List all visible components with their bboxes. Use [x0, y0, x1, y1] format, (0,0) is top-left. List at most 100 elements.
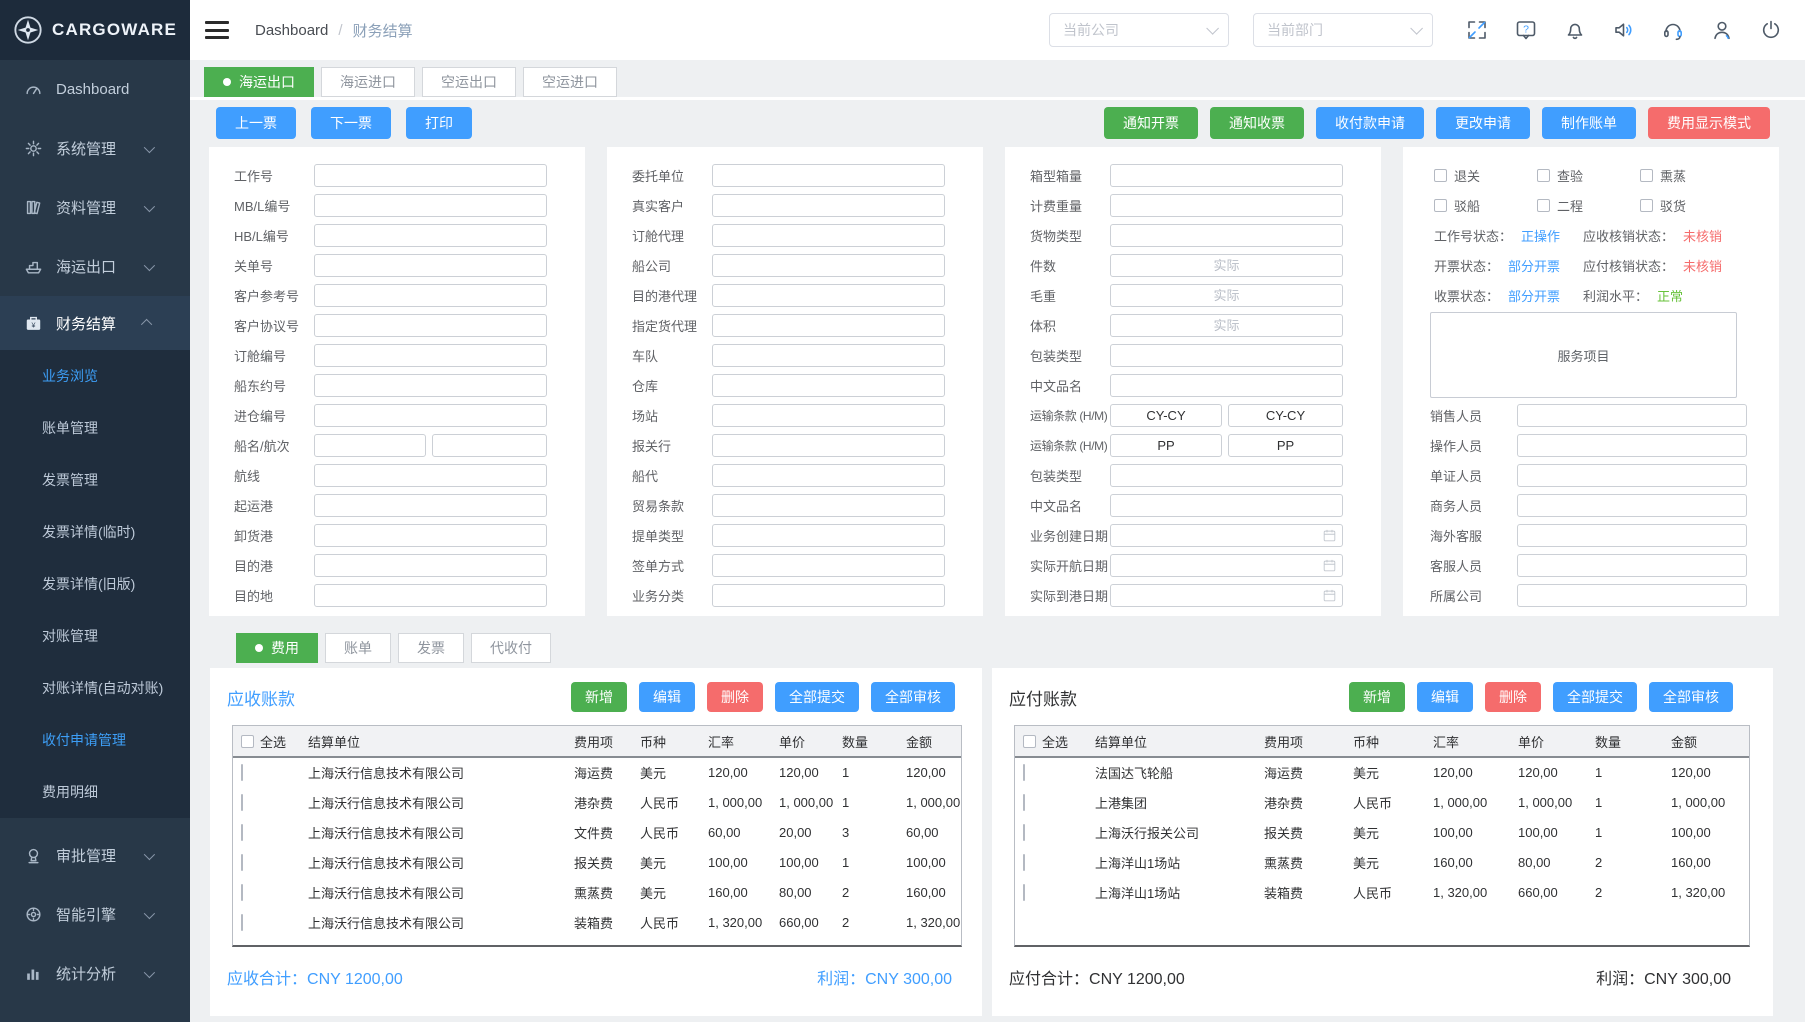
row-checkbox[interactable]	[241, 764, 243, 781]
checkbox-icon[interactable]	[1640, 198, 1653, 212]
receivable-audit-all-button[interactable]: 全部审核	[871, 682, 955, 712]
field-input[interactable]	[1110, 163, 1343, 187]
field-input[interactable]	[314, 373, 547, 397]
tab-invoices[interactable]: 发票	[398, 633, 464, 663]
sidebar-item-system[interactable]: 系统管理	[0, 119, 190, 178]
notify-receipt-button[interactable]: 通知收票	[1210, 107, 1304, 139]
field-input[interactable]	[712, 283, 945, 307]
checkbox-second-leg[interactable]: 二程	[1537, 196, 1640, 215]
personnel-input[interactable]	[1517, 433, 1747, 457]
sidebar-item-approval[interactable]: 审批管理	[0, 826, 190, 885]
sidebar-item-statistics[interactable]: 统计分析	[0, 944, 190, 1003]
payable-delete-button[interactable]: 删除	[1485, 682, 1541, 712]
payment-request-button[interactable]: 收付款申请	[1316, 107, 1424, 139]
select-all-checkbox[interactable]	[1023, 734, 1036, 748]
checkbox-icon[interactable]	[1537, 168, 1550, 182]
create-date-input[interactable]	[1110, 523, 1343, 547]
row-checkbox[interactable]	[1023, 793, 1025, 811]
field-input[interactable]	[314, 343, 547, 367]
row-checkbox[interactable]	[1023, 853, 1025, 871]
row-checkbox[interactable]	[1023, 823, 1025, 841]
payment-terms-input[interactable]	[1110, 433, 1222, 457]
field-input[interactable]	[314, 493, 547, 517]
fullscreen-icon[interactable]	[1465, 18, 1489, 42]
voyage-input[interactable]	[432, 433, 547, 457]
tab-bills[interactable]: 账单	[325, 633, 391, 663]
company-select[interactable]: 当前公司	[1049, 13, 1229, 47]
field-input[interactable]	[712, 223, 945, 247]
field-input[interactable]	[1110, 343, 1343, 367]
etd-date-input[interactable]	[1110, 553, 1343, 577]
change-request-button[interactable]: 更改申请	[1436, 107, 1530, 139]
field-input[interactable]	[314, 583, 547, 607]
personnel-input[interactable]	[1517, 403, 1747, 427]
notification-bell-icon[interactable]	[1563, 18, 1587, 42]
field-input[interactable]	[712, 553, 945, 577]
tab-sea-export[interactable]: 海运出口	[204, 67, 314, 97]
submenu-item-business-browse[interactable]: 业务浏览	[42, 368, 98, 384]
sidebar-item-dashboard[interactable]: Dashboard	[0, 60, 190, 119]
checkbox-cargo-reject[interactable]: 驳货	[1640, 196, 1743, 215]
tab-air-export[interactable]: 空运出口	[422, 67, 516, 97]
submenu-item-reconciliation-auto[interactable]: 对账详情(自动对账)	[42, 680, 164, 696]
transport-terms-input[interactable]	[1110, 403, 1222, 427]
checkbox-fumigation[interactable]: 熏蒸	[1640, 166, 1743, 185]
select-all-checkbox[interactable]	[241, 734, 254, 748]
checkbox-icon[interactable]	[1537, 198, 1550, 212]
field-input[interactable]	[1110, 193, 1343, 217]
payable-submit-all-button[interactable]: 全部提交	[1553, 682, 1637, 712]
field-input[interactable]	[712, 253, 945, 277]
submenu-item-bill-management[interactable]: 账单管理	[42, 420, 98, 436]
field-input[interactable]	[712, 433, 945, 457]
field-input[interactable]	[712, 163, 945, 187]
field-input[interactable]	[712, 373, 945, 397]
receivable-submit-all-button[interactable]: 全部提交	[775, 682, 859, 712]
checkbox-icon[interactable]	[1434, 198, 1447, 212]
field-input[interactable]	[712, 583, 945, 607]
field-input[interactable]	[712, 463, 945, 487]
user-icon[interactable]	[1710, 18, 1734, 42]
field-input[interactable]	[314, 313, 547, 337]
row-checkbox[interactable]	[241, 853, 243, 871]
pieces-input[interactable]	[1110, 253, 1343, 277]
field-input[interactable]	[712, 313, 945, 337]
tab-collect-pay[interactable]: 代收付	[471, 633, 551, 663]
field-input[interactable]	[314, 163, 547, 187]
sidebar-item-data[interactable]: 资料管理	[0, 178, 190, 237]
field-input[interactable]	[314, 223, 547, 247]
field-input[interactable]	[712, 403, 945, 427]
fee-display-mode-button[interactable]: 费用显示模式	[1648, 107, 1770, 139]
row-checkbox[interactable]	[241, 823, 243, 841]
receivable-edit-button[interactable]: 编辑	[639, 682, 695, 712]
breadcrumb-dashboard[interactable]: Dashboard	[255, 21, 329, 39]
personnel-input[interactable]	[1517, 553, 1747, 577]
department-select[interactable]: 当前部门	[1253, 13, 1433, 47]
print-button[interactable]: 打印	[406, 107, 472, 139]
checkbox-icon[interactable]	[1434, 168, 1447, 182]
volume-input[interactable]	[1110, 313, 1343, 337]
tab-air-import[interactable]: 空运进口	[523, 67, 617, 97]
make-bill-button[interactable]: 制作账单	[1542, 107, 1636, 139]
next-ticket-button[interactable]: 下一票	[311, 107, 391, 139]
row-checkbox[interactable]	[1023, 883, 1025, 901]
row-checkbox[interactable]	[1023, 764, 1025, 781]
customer-service-icon[interactable]	[1661, 18, 1685, 42]
field-input[interactable]	[314, 193, 547, 217]
submenu-item-invoice-detail-temp[interactable]: 发票详情(临时)	[42, 524, 136, 540]
field-input[interactable]	[314, 523, 547, 547]
receivable-add-button[interactable]: 新增	[571, 682, 627, 712]
submenu-item-invoice-management[interactable]: 发票管理	[42, 472, 98, 488]
personnel-input[interactable]	[1517, 523, 1747, 547]
checkbox-customs-return[interactable]: 退关	[1434, 166, 1537, 185]
eta-date-input[interactable]	[1110, 583, 1343, 607]
field-input[interactable]	[314, 553, 547, 577]
row-checkbox[interactable]	[241, 793, 243, 811]
service-items-box[interactable]: 服务项目	[1430, 312, 1737, 398]
power-logout-icon[interactable]	[1759, 18, 1783, 42]
checkbox-barge[interactable]: 驳船	[1434, 196, 1537, 215]
sidebar-item-sea-export[interactable]: 海运出口	[0, 237, 190, 296]
speaker-icon[interactable]	[1612, 18, 1636, 42]
checkbox-inspection[interactable]: 查验	[1537, 166, 1640, 185]
submenu-item-reconciliation[interactable]: 对账管理	[42, 628, 98, 644]
field-input[interactable]	[314, 403, 547, 427]
